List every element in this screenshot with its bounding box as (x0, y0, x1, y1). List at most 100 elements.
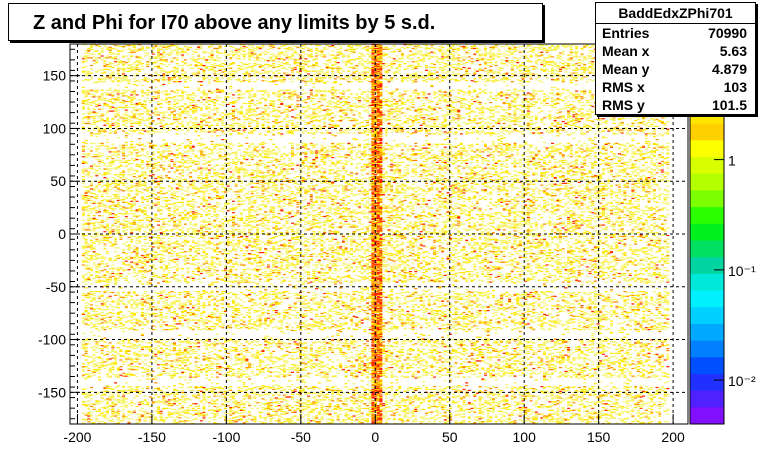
heatmap-cell (543, 406, 546, 407)
heatmap-cell (267, 415, 270, 416)
heatmap-cell (645, 416, 648, 417)
heatmap-cell (444, 407, 447, 408)
heatmap-cell (436, 415, 439, 416)
heatmap-cell (607, 415, 610, 416)
heatmap-cell (379, 409, 382, 410)
heatmap-cell (519, 409, 522, 410)
heatmap-cell (489, 420, 492, 421)
heatmap-cell (444, 409, 447, 410)
heatmap-cell (503, 407, 506, 408)
heatmap-cell (259, 405, 262, 406)
heatmap-cell (157, 406, 160, 407)
heatmap-cell (546, 415, 549, 416)
heatmap-cell (444, 419, 447, 420)
heatmap-cell (455, 420, 458, 421)
heatmap-cell (165, 404, 168, 405)
heatmap-cell (259, 415, 262, 416)
heatmap-cell (414, 407, 417, 408)
heatmap-cell (369, 411, 372, 412)
heatmap-cell (460, 408, 463, 409)
heatmap-cell (530, 417, 533, 418)
heatmap-cell (468, 412, 471, 413)
heatmap-cell (122, 418, 125, 419)
heatmap-cell (607, 410, 610, 411)
heatmap-cell (160, 413, 163, 414)
heatmap-cell (235, 419, 238, 420)
heatmap-cell (428, 418, 431, 419)
heatmap-cell (141, 408, 144, 409)
heatmap-cell (645, 410, 648, 411)
heatmap-cell (634, 420, 637, 421)
heatmap-cell (130, 411, 133, 412)
heatmap-cell (570, 413, 573, 414)
heatmap-cell (283, 405, 286, 406)
heatmap-cell (355, 407, 358, 408)
heatmap-cell (291, 411, 294, 412)
heatmap-cell (339, 408, 342, 409)
heatmap-cell (460, 416, 463, 417)
heatmap-cell (243, 412, 246, 413)
heatmap-cell (345, 419, 348, 420)
heatmap-cell (160, 419, 163, 420)
heatmap-cell (519, 419, 522, 420)
heatmap-cell (283, 418, 286, 419)
heatmap-cell (648, 416, 651, 417)
heatmap-cell (551, 410, 554, 411)
heatmap-cell (583, 415, 586, 416)
heatmap-cell (631, 411, 634, 412)
heatmap-cell (181, 407, 184, 408)
heatmap-cell (425, 413, 428, 414)
heatmap-cell (398, 418, 401, 419)
heatmap-cell (259, 412, 262, 413)
heatmap-cell (345, 409, 348, 410)
heatmap-cell (195, 403, 198, 404)
heatmap-cell (286, 403, 289, 404)
heatmap-cell (203, 419, 206, 420)
heatmap-cell (503, 404, 506, 405)
heatmap-cell (640, 417, 643, 418)
heatmap-cell (570, 416, 573, 417)
heatmap-cell (350, 407, 353, 408)
heatmap-cell (599, 411, 602, 412)
heatmap-cell (326, 410, 329, 411)
heatmap-cell (157, 411, 160, 412)
heatmap-cell (219, 409, 222, 410)
heatmap-cell (307, 420, 310, 421)
heatmap-cell (648, 411, 651, 412)
heatmap-cell (444, 422, 447, 423)
heatmap-cell (543, 417, 546, 418)
heatmap-cell (178, 420, 181, 421)
heatmap-cell (508, 415, 511, 416)
heatmap-cell (95, 418, 98, 419)
heatmap-cell (272, 409, 275, 410)
heatmap-cell (481, 411, 484, 412)
heatmap-cell (623, 418, 626, 419)
heatmap-cell (495, 405, 498, 406)
heatmap-cell (658, 414, 661, 415)
heatmap-cell (406, 413, 409, 414)
heatmap-cell (254, 405, 257, 406)
heatmap-cell (401, 422, 404, 423)
heatmap-cell (417, 411, 420, 412)
heatmap-cell (471, 411, 474, 412)
heatmap-cell (382, 405, 385, 406)
heatmap-cell (656, 412, 659, 413)
heatmap-cell (195, 410, 198, 411)
heatmap-cell (591, 407, 594, 408)
heatmap-cell (302, 406, 305, 407)
heatmap-cell (377, 405, 380, 406)
heatmap-cell (589, 405, 592, 406)
heatmap-cell (637, 404, 640, 405)
heatmap-cell (195, 406, 198, 407)
heatmap-cell (664, 421, 667, 422)
heatmap-cell (208, 406, 211, 407)
heatmap-cell (122, 414, 125, 415)
heatmap-cell (441, 406, 444, 407)
heatmap-cell (551, 405, 554, 406)
heatmap-cell (278, 415, 281, 416)
heatmap-cell (176, 422, 179, 423)
heatmap-cell (128, 418, 131, 419)
heatmap-cell (162, 419, 165, 420)
heatmap-cell (479, 418, 482, 419)
heatmap-cell (264, 419, 267, 420)
